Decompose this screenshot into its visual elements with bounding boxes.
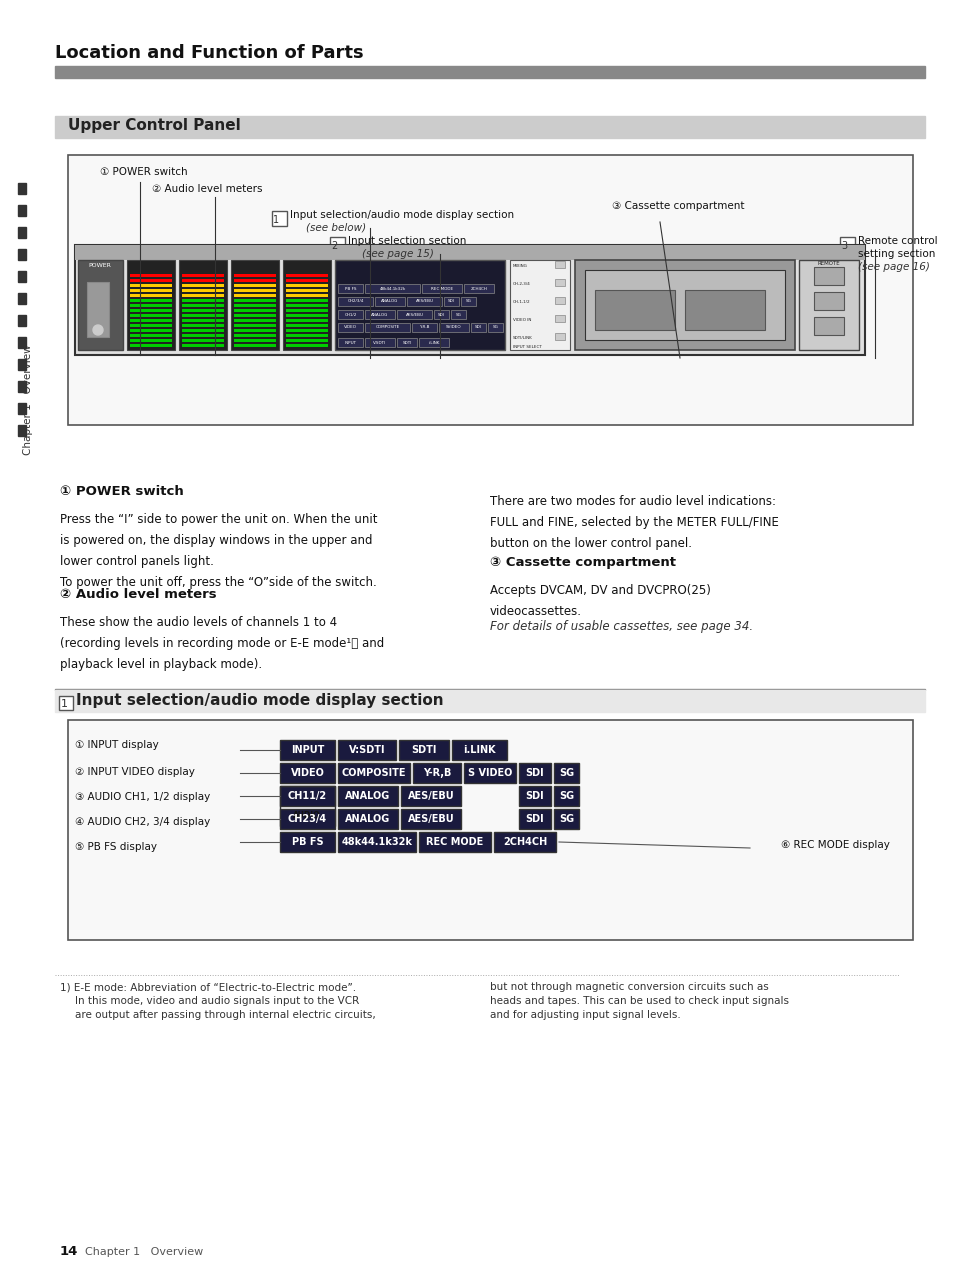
Bar	[337, 310, 363, 318]
Text: ① POWER switch: ① POWER switch	[60, 485, 184, 498]
Text: CH11/2: CH11/2	[288, 791, 327, 801]
Bar	[18, 403, 26, 414]
Text: Input selection/audio mode display section: Input selection/audio mode display secti…	[76, 693, 443, 708]
Bar	[18, 248, 26, 260]
Text: INPUT: INPUT	[291, 745, 324, 755]
Bar	[584, 270, 784, 340]
Bar	[460, 297, 476, 306]
Bar	[510, 260, 569, 350]
Bar	[130, 334, 172, 338]
Text: ANALOG: ANALOG	[345, 791, 390, 801]
Bar	[452, 740, 506, 761]
Text: In this mode, video and audio signals input to the VCR: In this mode, video and audio signals in…	[75, 996, 359, 1006]
Bar	[182, 318, 224, 322]
Bar	[55, 691, 924, 712]
Bar	[55, 116, 924, 138]
Text: 48k44.1k32k: 48k44.1k32k	[379, 287, 405, 290]
Bar	[418, 338, 449, 347]
Text: Input selection/audio mode display section: Input selection/audio mode display secti…	[290, 210, 514, 220]
Bar	[130, 284, 172, 287]
Bar	[130, 344, 172, 347]
Text: ② Audio level meters: ② Audio level meters	[152, 183, 262, 194]
Bar	[438, 324, 469, 333]
Bar	[18, 205, 26, 217]
Bar	[421, 284, 461, 293]
Bar	[684, 290, 764, 330]
Bar	[413, 763, 460, 784]
Bar	[365, 324, 410, 333]
Bar	[182, 274, 224, 276]
Bar	[286, 313, 328, 317]
Bar	[280, 786, 335, 806]
Circle shape	[92, 325, 103, 335]
Bar	[280, 786, 335, 826]
Bar	[182, 279, 224, 282]
Text: 1: 1	[273, 215, 279, 225]
Text: These show the audio levels of channels 1 to 4
(recording levels in recording mo: These show the audio levels of channels …	[60, 617, 384, 671]
Bar	[337, 324, 363, 333]
Text: 1: 1	[60, 699, 68, 710]
Bar	[375, 297, 405, 306]
Bar	[330, 237, 345, 252]
Bar	[554, 786, 578, 806]
Bar	[396, 310, 432, 318]
Text: REC MODE: REC MODE	[431, 287, 453, 290]
Bar	[182, 294, 224, 297]
Text: SDI: SDI	[437, 312, 444, 316]
Text: ① INPUT display: ① INPUT display	[75, 740, 158, 750]
Bar	[280, 832, 335, 852]
Bar	[233, 324, 275, 327]
Bar	[286, 289, 328, 292]
Bar	[130, 313, 172, 317]
Bar	[130, 329, 172, 333]
Bar	[179, 260, 227, 350]
Bar	[555, 279, 564, 285]
Bar	[18, 426, 26, 436]
Bar	[233, 289, 275, 292]
Text: COMPOSITE: COMPOSITE	[375, 325, 399, 330]
Bar	[68, 155, 912, 426]
Bar	[518, 786, 551, 806]
Bar	[130, 299, 172, 302]
Bar	[18, 315, 26, 326]
Text: ⑤ PB FS display: ⑤ PB FS display	[75, 842, 157, 852]
Bar	[840, 237, 854, 252]
Text: AES/EBU: AES/EBU	[416, 299, 433, 303]
Text: 48k44.1k32k: 48k44.1k32k	[341, 837, 412, 847]
Bar	[555, 297, 564, 304]
Bar	[286, 318, 328, 322]
Bar	[233, 344, 275, 347]
Text: Y-R,B: Y-R,B	[418, 325, 429, 330]
Bar	[286, 344, 328, 347]
Text: Chapter 1   Overview: Chapter 1 Overview	[23, 345, 33, 455]
Text: AES/EBU: AES/EBU	[407, 814, 454, 824]
Text: SDI: SDI	[525, 791, 544, 801]
Bar	[130, 324, 172, 327]
Bar	[554, 763, 578, 784]
Bar	[471, 324, 485, 333]
Text: V:SDTI: V:SDTI	[373, 340, 386, 344]
Text: SDI: SDI	[448, 299, 455, 303]
Bar	[130, 318, 172, 322]
Text: INPUT: INPUT	[344, 340, 356, 344]
Bar	[286, 299, 328, 302]
Text: but not through magnetic conversion circuits such as: but not through magnetic conversion circ…	[490, 982, 768, 992]
Bar	[182, 310, 224, 312]
Text: 2CH4CH: 2CH4CH	[502, 837, 547, 847]
Text: VIDEO: VIDEO	[291, 768, 324, 778]
Text: Input selection section: Input selection section	[348, 236, 466, 246]
Bar	[286, 310, 328, 312]
Bar	[412, 324, 436, 333]
Bar	[68, 720, 912, 940]
Bar	[337, 832, 416, 852]
Text: 2CH4CH: 2CH4CH	[470, 287, 487, 290]
Bar	[75, 245, 864, 355]
Text: ③ AUDIO CH1, 1/2 display: ③ AUDIO CH1, 1/2 display	[75, 792, 210, 803]
Bar	[286, 294, 328, 297]
Text: Accepts DVCAM, DV and DVCPRO(25)
videocassettes.: Accepts DVCAM, DV and DVCPRO(25) videoca…	[490, 583, 710, 618]
Bar	[233, 304, 275, 307]
Bar	[518, 809, 551, 829]
Text: Y-R,B: Y-R,B	[422, 768, 451, 778]
Bar	[18, 338, 26, 348]
Bar	[337, 297, 373, 306]
